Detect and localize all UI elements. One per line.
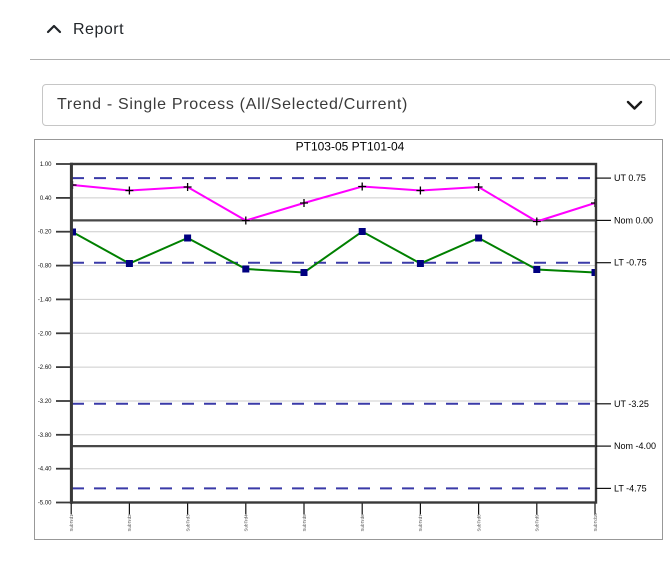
svg-text:UT 0.75: UT 0.75 bbox=[614, 173, 646, 183]
svg-text:1.00: 1.00 bbox=[40, 162, 52, 168]
svg-text:SubTrd4: SubTrd4 bbox=[244, 514, 249, 532]
svg-text:SubTrd3: SubTrd3 bbox=[185, 514, 190, 532]
svg-text:SubTrd6: SubTrd6 bbox=[360, 514, 365, 532]
svg-text:Nom 0.00: Nom 0.00 bbox=[614, 215, 653, 225]
svg-text:-3.80: -3.80 bbox=[38, 433, 52, 439]
svg-text:-4.40: -4.40 bbox=[38, 467, 52, 473]
svg-text:-3.20: -3.20 bbox=[38, 399, 52, 405]
svg-text:SubTrd5: SubTrd5 bbox=[302, 514, 307, 532]
svg-text:-0.80: -0.80 bbox=[38, 264, 52, 270]
svg-text:LT -0.75: LT -0.75 bbox=[614, 258, 647, 268]
svg-text:SubTrd7: SubTrd7 bbox=[418, 514, 423, 532]
svg-text:-5.00: -5.00 bbox=[38, 501, 52, 507]
svg-text:-1.40: -1.40 bbox=[38, 297, 52, 303]
svg-text:-2.60: -2.60 bbox=[38, 365, 52, 371]
svg-text:SubTrd1: SubTrd1 bbox=[69, 514, 74, 532]
svg-text:-0.20: -0.20 bbox=[38, 230, 52, 236]
svg-text:SubTrd9: SubTrd9 bbox=[535, 514, 540, 532]
svg-text:Nom -4.00: Nom -4.00 bbox=[614, 441, 656, 451]
svg-text:PT103-05 PT101-04: PT103-05 PT101-04 bbox=[296, 140, 405, 154]
svg-text:-2.00: -2.00 bbox=[38, 331, 52, 337]
svg-text:SubTd10: SubTd10 bbox=[593, 513, 598, 532]
svg-text:SubTrd2: SubTrd2 bbox=[127, 514, 132, 532]
svg-text:SubTrd8: SubTrd8 bbox=[476, 514, 481, 532]
svg-text:UT -3.25: UT -3.25 bbox=[614, 399, 649, 409]
svg-text:0.40: 0.40 bbox=[40, 196, 52, 202]
svg-text:LT -4.75: LT -4.75 bbox=[614, 483, 647, 493]
